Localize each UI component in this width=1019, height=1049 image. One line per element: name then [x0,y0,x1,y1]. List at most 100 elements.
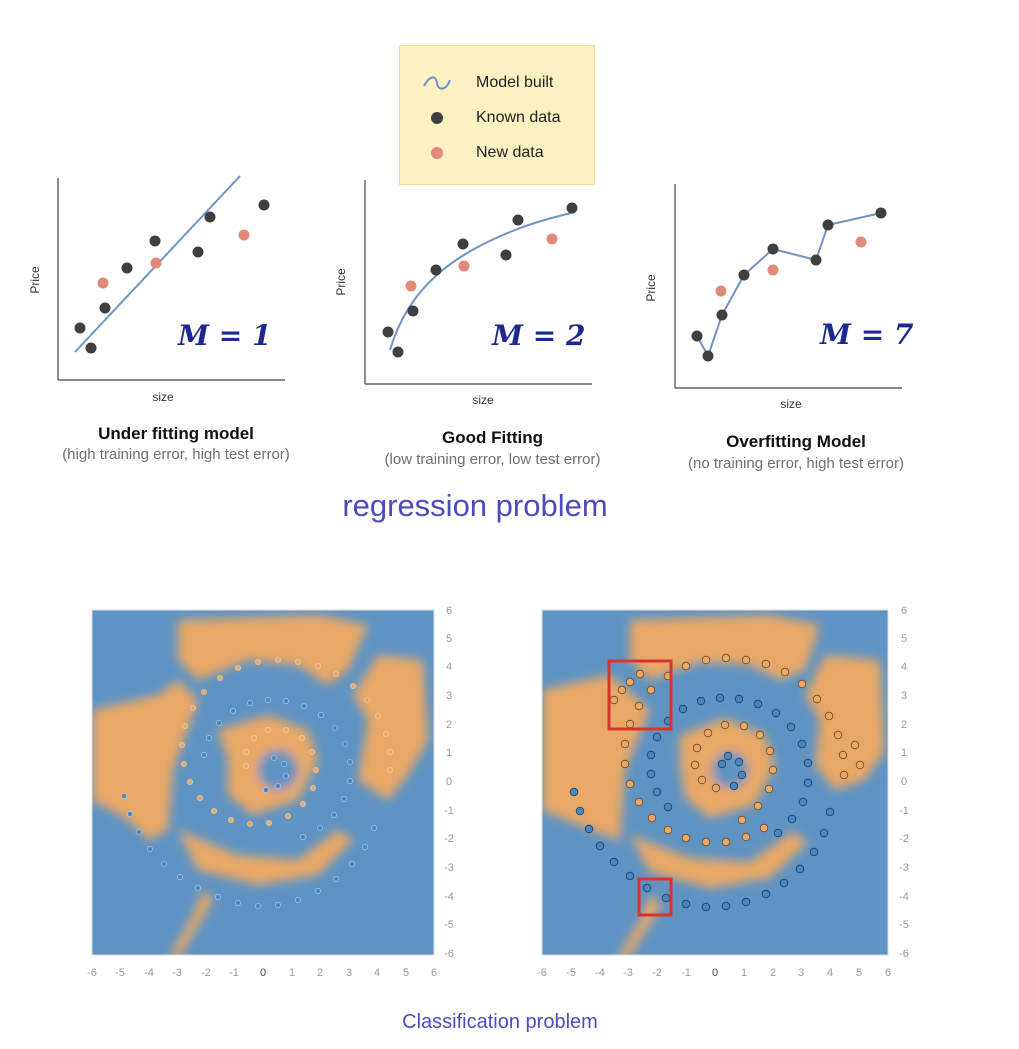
blue-point [803,778,813,788]
panel-title-goodfit: Good Fitting [441,428,544,447]
blue-point [734,757,744,767]
x-tick-label: -4 [595,967,605,979]
orange-point [663,825,673,835]
x-tick-label: 5 [403,967,409,979]
orange-point [333,671,339,677]
x-tick-label: 2 [770,967,776,979]
y-axis-label: Price [334,268,348,296]
x-tick-label: 0 [260,967,266,979]
decision-regions [92,610,434,955]
blue-point [646,769,656,779]
orange-point [625,677,635,687]
orange-point [285,813,291,819]
orange-region [630,615,820,680]
blue-point [347,778,353,784]
y-tick-label: -6 [444,948,454,960]
blue-point [729,781,739,791]
model-order-label: M = 2 [491,319,585,352]
known-point [99,302,111,314]
orange-point [797,679,807,689]
blue-point [318,712,324,718]
x-tick-labels: -6 -5 -4 -3 -2 -1 0 1 2 3 4 5 6 [537,967,891,979]
blue-point [342,741,348,747]
blue-point [247,700,253,706]
orange-point [266,820,272,826]
x-tick-label: 4 [827,967,833,979]
blue-point [652,732,662,742]
orange-point [201,689,207,695]
regression-section-title: regression problem [342,488,608,523]
known-point [702,350,714,362]
blue-point [786,722,796,732]
orange-point [295,659,301,665]
x-tick-label: 2 [317,967,323,979]
blue-point [723,751,733,761]
blue-point [331,812,337,818]
blue-point [717,759,727,769]
x-tick-label: 1 [741,967,747,979]
known-point [822,219,834,231]
y-tick-label: 0 [901,776,907,788]
x-tick-label: -1 [229,967,239,979]
classification-section-title: Classification problem [402,1011,598,1033]
y-tick-label: -2 [899,833,909,845]
x-tick-label: 0 [712,967,718,979]
y-tick-label: -5 [899,919,909,931]
orange-point [765,746,775,756]
legend-label-new: New data [476,144,544,161]
orange-point [255,659,261,665]
new-point [855,236,867,248]
blue-point [652,787,662,797]
y-tick-label: 6 [901,605,907,617]
y-tick-label: 3 [901,690,907,702]
x-tick-label: -5 [566,967,576,979]
orange-point [721,837,731,847]
known-point [767,243,779,255]
x-axis-label: size [780,397,802,411]
orange-region [178,830,353,885]
y-tick-label: 2 [446,719,452,731]
new-point [546,233,558,245]
known-point [716,309,728,321]
panel-title-overfit: Overfitting Model [726,432,866,451]
orange-point [690,760,700,770]
panel-title-underfit: Under fitting model [98,424,254,443]
blue-point [362,844,368,850]
orange-point [364,697,370,703]
known-point [392,346,404,358]
blue-point [771,708,781,718]
orange-region [619,895,662,955]
orange-point [692,743,702,753]
blue-point [177,874,183,880]
blue-point [795,864,805,874]
y-tick-label: -4 [444,891,454,903]
x-tick-label: 6 [885,967,891,979]
blue-point [347,759,353,765]
orange-point [243,763,249,769]
orange-points [609,653,865,847]
blue-point [761,889,771,899]
orange-point [383,731,389,737]
orange-point [764,784,774,794]
orange-point [701,837,711,847]
orange-point [375,713,381,719]
known-point [738,269,750,281]
blue-point [721,901,731,911]
blue-point [195,885,201,891]
orange-point [646,685,656,695]
plot-frame [541,609,889,956]
orange-region [542,675,650,840]
x-axis-label: size [472,393,494,407]
orange-point [681,833,691,843]
blue-point [283,698,289,704]
blue-point [161,861,167,867]
legend-label-known: Known data [476,109,561,126]
blue-point [136,829,142,835]
y-tick-label: 0 [446,776,452,788]
panel-subtitle-goodfit: (low training error, low test error) [384,451,601,468]
blue-point [779,878,789,888]
known-point [382,326,394,338]
new-point [238,229,250,241]
blue-point [825,807,835,817]
legend-item-model: Model built [400,71,594,95]
